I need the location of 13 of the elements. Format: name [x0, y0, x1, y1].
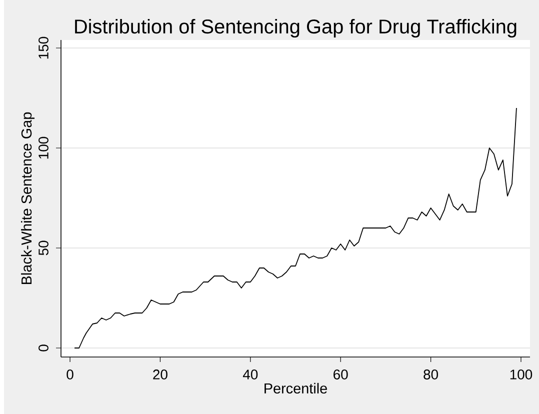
x-tick-label: 20 — [153, 370, 168, 380]
x-tick-label: 80 — [424, 370, 438, 380]
x-axis-title: Percentile — [264, 382, 327, 394]
y-tick-label: 0 — [38, 344, 48, 352]
x-tick-label: 0 — [66, 370, 74, 380]
chart-title: Distribution of Sentencing Gap for Drug Trafficking — [75, 18, 516, 38]
y-tick-label: 50 — [38, 240, 48, 256]
x-tick-label: 60 — [334, 370, 348, 380]
y-tick-label: 100 — [38, 136, 48, 159]
x-tick-label: 40 — [242, 370, 258, 380]
y-axis-title: Black-White Sentence Gap — [21, 112, 34, 284]
y-tick-label: 150 — [38, 36, 48, 59]
x-tick-label: 100 — [510, 370, 532, 380]
